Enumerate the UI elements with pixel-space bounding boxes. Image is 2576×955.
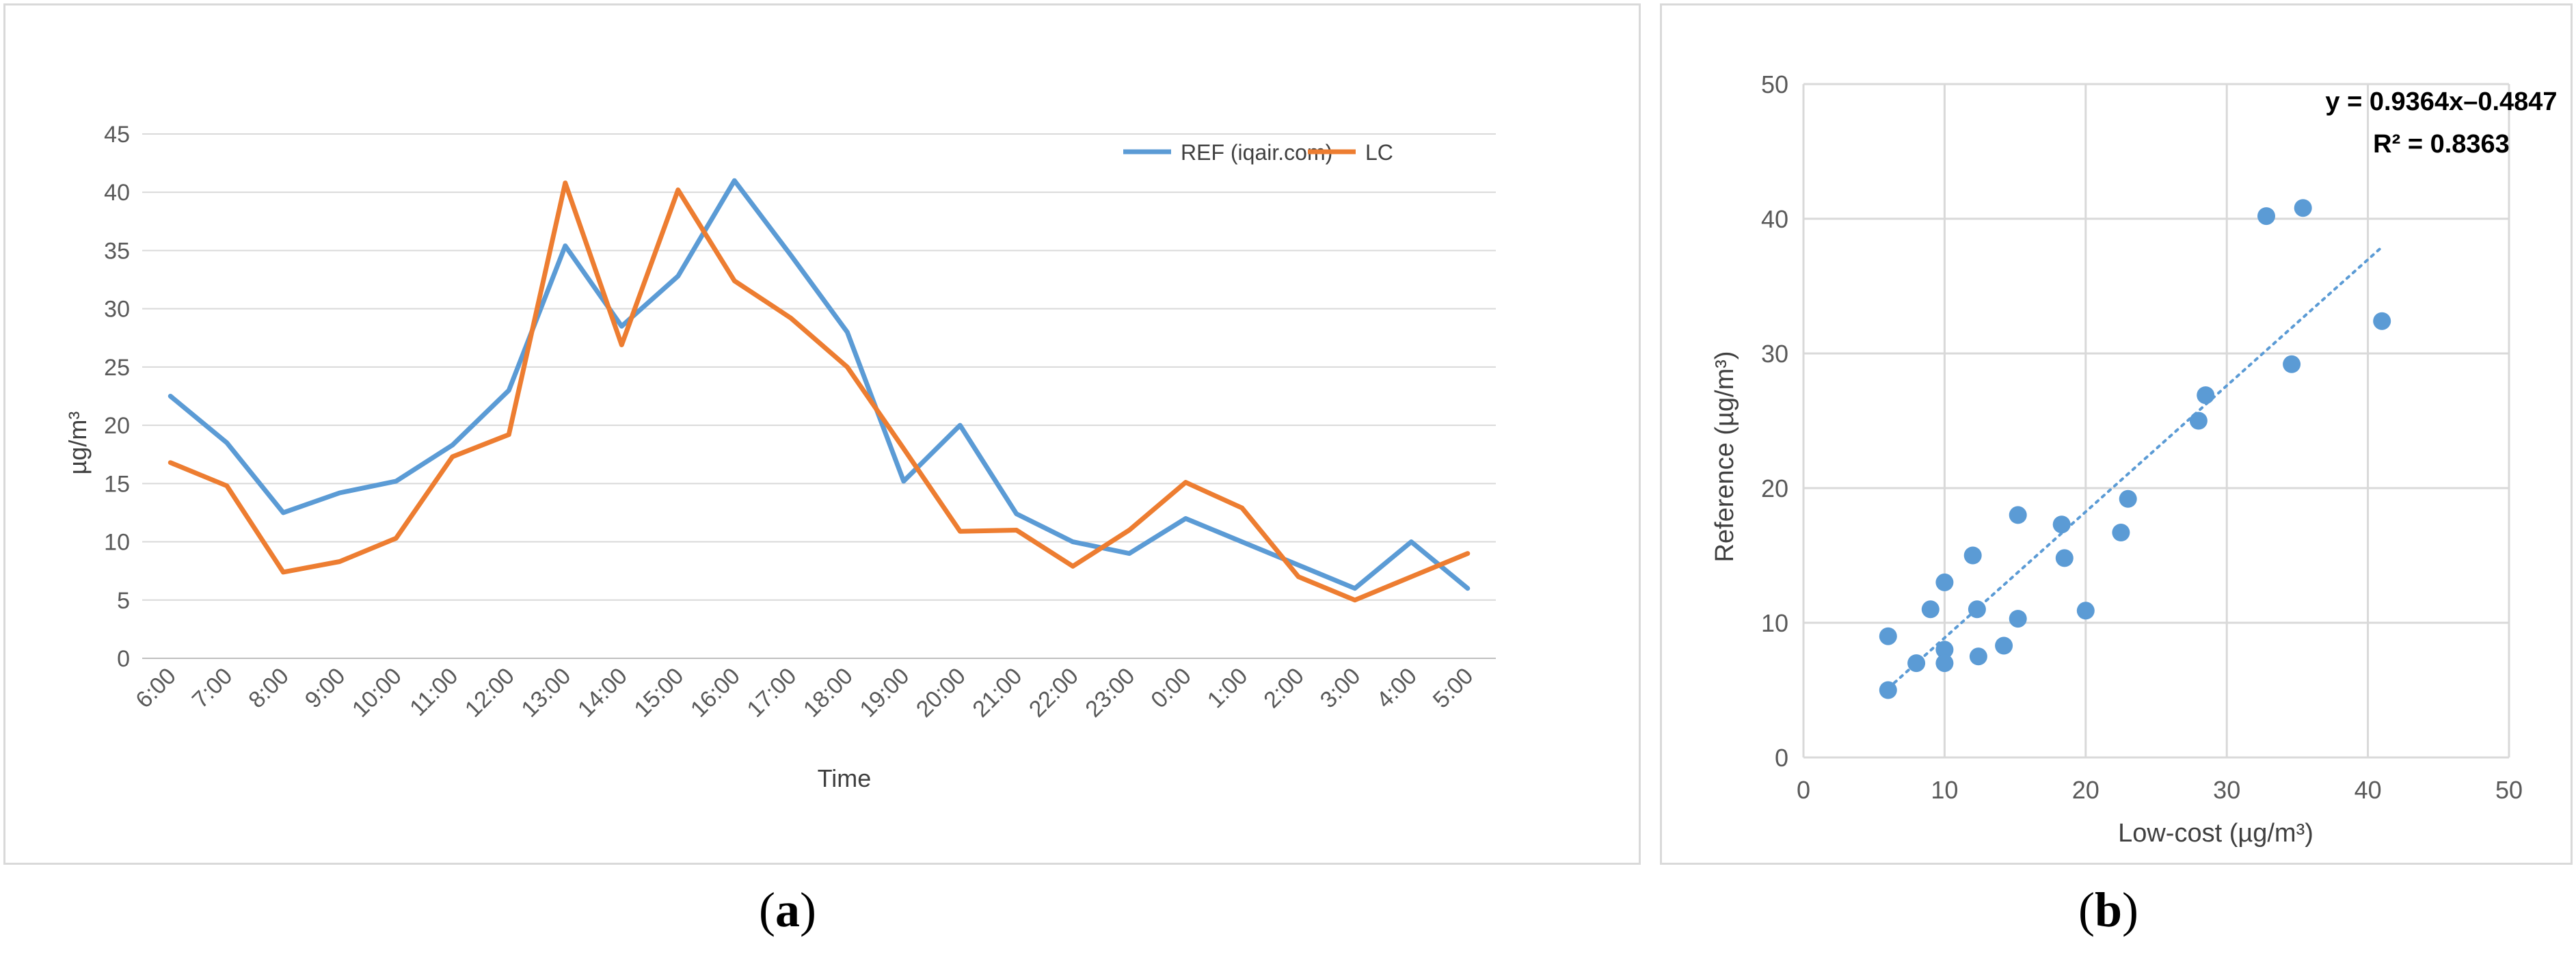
scatter-point xyxy=(1995,636,2013,655)
scatter-point xyxy=(1968,600,1986,619)
scatter-point xyxy=(1907,654,1926,673)
x-tick-label: 22:00 xyxy=(1024,663,1084,723)
y-tick-label: 40 xyxy=(104,180,130,206)
x-tick-label: 21:00 xyxy=(967,663,1027,723)
x-tick-label: 1:00 xyxy=(1203,663,1253,714)
x-tick-label: 9:00 xyxy=(300,663,351,714)
y-tick-label: 30 xyxy=(104,297,130,323)
scatter-point xyxy=(1969,647,1987,666)
x-tick-label: 12:00 xyxy=(460,663,520,723)
scatter-point xyxy=(2119,489,2137,508)
y-tick-label: 45 xyxy=(104,122,130,148)
y-tick-label: 25 xyxy=(104,355,130,381)
scatter-point xyxy=(1935,641,1954,659)
y-tick-label: 10 xyxy=(104,530,130,556)
scatter-point xyxy=(2189,412,2208,430)
x-tick-label: 8:00 xyxy=(243,663,294,714)
line-chart-svg: 0 5 10 15 20 25 30 35 40 45 6:00 7:00 8:00 9:0010:00… xyxy=(64,122,1496,792)
x-tick-label: 6:00 xyxy=(131,663,181,714)
x-tick-label: 20 xyxy=(2072,776,2099,804)
y-tick-label: 35 xyxy=(104,238,130,264)
y-tick-label: 50 xyxy=(1761,70,1788,98)
x-tick-label: 14:00 xyxy=(573,663,632,723)
x-tick-label: 2:00 xyxy=(1259,663,1309,714)
y-tick-label: 20 xyxy=(1761,474,1788,502)
chart-panel-a: 0 5 10 15 20 25 30 35 40 45 6:00 7:00 8:00 9:00 10:00… xyxy=(3,3,1641,865)
x-tick-label: 4:00 xyxy=(1371,663,1422,714)
caption-b-open: ( xyxy=(2078,883,2095,937)
x-tick-label: 5:00 xyxy=(1428,663,1479,714)
caption-a: (a) xyxy=(759,882,816,939)
scatter-point xyxy=(2112,524,2130,541)
x-axis-label: Low-cost (µg/m³) xyxy=(2118,819,2313,848)
x-tick-label: 13:00 xyxy=(516,663,576,723)
scatter-point xyxy=(2052,515,2071,534)
y-axis-label: µg/m³ xyxy=(64,412,92,475)
x-tick-label: 0 xyxy=(1797,776,1810,804)
y-axis-label: Reference (µg/m³) xyxy=(1710,351,1739,562)
scatter-point xyxy=(1935,573,1954,591)
x-tick-label: 40 xyxy=(2354,776,2382,804)
scatter-point xyxy=(2294,199,2312,217)
scatter-point xyxy=(2055,549,2074,567)
x-tick-label: 10 xyxy=(1931,776,1958,804)
x-tick-label: 50 xyxy=(2495,776,2523,804)
caption-a-letter: a xyxy=(775,883,800,937)
x-tick-label: 20:00 xyxy=(911,663,971,723)
y-tick-label: 0 xyxy=(1775,744,1788,772)
caption-b-letter: b xyxy=(2094,883,2123,937)
x-tick-label: 15:00 xyxy=(629,663,688,723)
caption-b: (b) xyxy=(2078,882,2138,939)
caption-a-open: ( xyxy=(759,883,775,937)
x-tick-label: 10:00 xyxy=(347,663,407,723)
caption-b-close: ) xyxy=(2122,883,2139,937)
y-tick-label: 30 xyxy=(1761,340,1788,368)
scatter-point xyxy=(1879,681,1897,699)
scatter-point xyxy=(1963,546,1982,565)
chart-panel-b: 0 10 20 30 40 50 0 10 20 30 40 50 y = 0.9364x–0.48… xyxy=(1660,3,2573,865)
series-line-lc xyxy=(167,180,1471,603)
x-tick-label: 18:00 xyxy=(799,663,858,723)
scatter-point xyxy=(2197,386,2215,405)
y-tick-label: 40 xyxy=(1761,205,1788,233)
x-tick-label: 3:00 xyxy=(1315,663,1366,714)
scatter-point xyxy=(1935,654,1954,673)
scatter-point xyxy=(2373,312,2391,330)
scatter-point xyxy=(2009,506,2027,524)
x-tick-label: 11:00 xyxy=(405,663,463,721)
x-tick-label: 7:00 xyxy=(187,663,238,714)
trendline-equation: y = 0.9364x–0.4847 xyxy=(2325,88,2557,116)
scatter-chart-svg: 0 10 20 30 40 50 0 10 20 30 40 50 y = 0.9364x–0.48… xyxy=(1710,70,2558,848)
series-line-ref xyxy=(167,178,1471,591)
y-tick-label: 20 xyxy=(104,413,130,439)
caption-a-close: ) xyxy=(799,883,816,937)
x-axis-label: Time xyxy=(818,764,872,792)
trendline-r-squared: R² = 0.8363 xyxy=(2373,130,2510,159)
y-tick-label: 5 xyxy=(117,588,130,614)
legend-label: REF (iqair.com) xyxy=(1181,140,1332,165)
x-tick-label: 23:00 xyxy=(1080,663,1140,723)
scatter-point xyxy=(2076,602,2095,620)
scatter-point xyxy=(1879,627,1897,645)
x-tick-label: 0:00 xyxy=(1146,663,1196,714)
legend-label: LC xyxy=(1365,140,1393,165)
scatter-point xyxy=(2257,207,2275,226)
x-tick-label: 17:00 xyxy=(742,663,801,723)
y-tick-label: 0 xyxy=(117,646,130,672)
scatter-point xyxy=(2283,355,2301,373)
scatter-point xyxy=(1921,600,1940,619)
y-tick-label: 10 xyxy=(1761,609,1788,637)
x-tick-label: 19:00 xyxy=(855,663,914,723)
scatter-point xyxy=(2009,610,2027,628)
x-tick-label: 30 xyxy=(2213,776,2240,804)
x-tick-label: 16:00 xyxy=(686,663,745,723)
y-tick-label: 15 xyxy=(104,471,130,497)
